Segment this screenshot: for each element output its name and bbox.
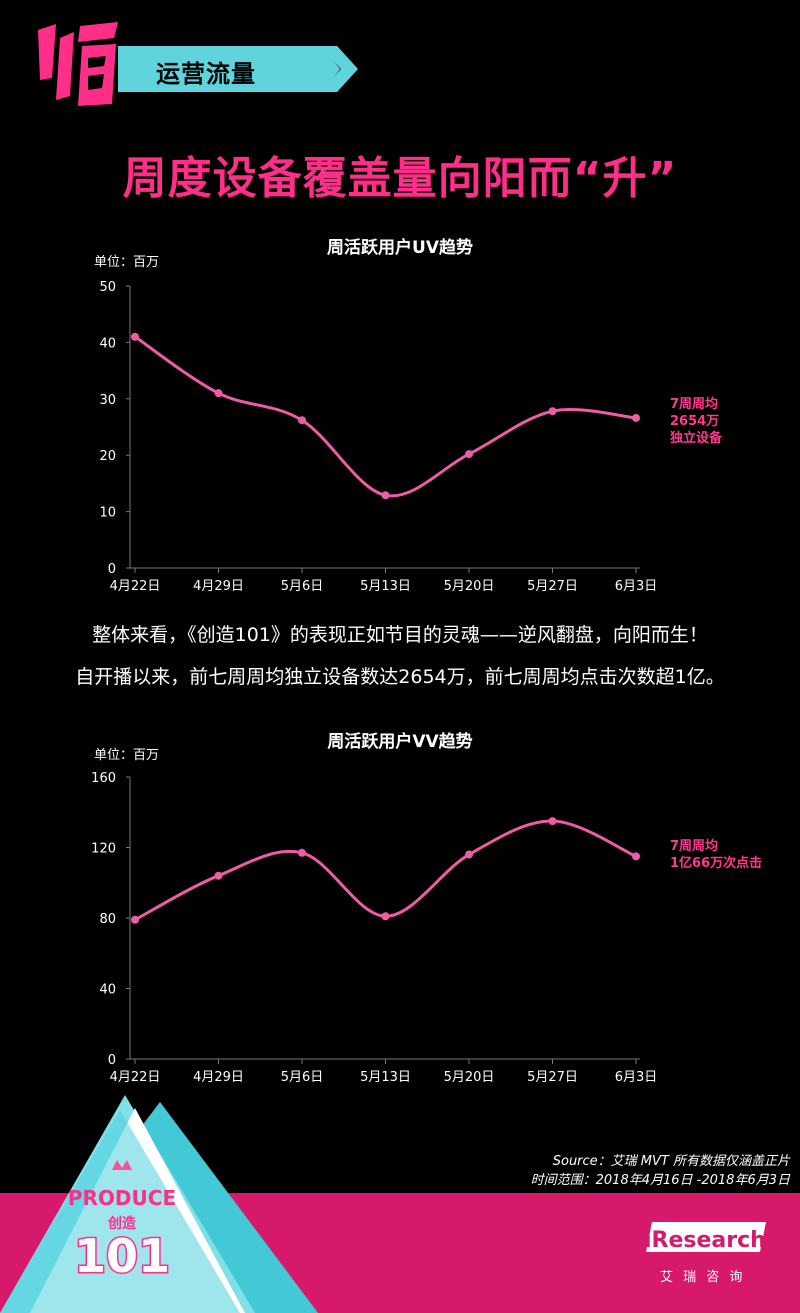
chart1-annotation: 7周周均 2654万 独立设备 [670,396,722,447]
chart1-data-point [632,413,640,422]
chart2-y-tick-label: 160 [91,771,116,786]
chart1-x-tick-label: 5月6日 [281,579,324,594]
source-line-2: 时间范围：2018年4月16日 -2018年6月3日 [530,1173,790,1188]
chart2-y-tick-label: 80 [99,912,116,927]
chart1-data-point [131,332,139,341]
chart1-y-tick-label: 40 [99,336,116,351]
chart2-annotation: 7周周均 1亿66万次点击 [670,838,762,872]
chart2-annotation-line1: 7周周均 [670,839,719,854]
chart2-data-point [548,817,557,826]
chart1-y-tick-label: 0 [108,562,116,577]
chart2-data-point [214,871,223,880]
chart2-x-tick-label: 5月20日 [444,1070,495,1085]
chart2-vv-line-chart: 0 40 80 120 160 4月22日 4月29日 5月6日 5月13日 5月20日 5月27日… [91,771,658,1085]
chart1-data-point [298,416,306,425]
chart1-y-tick-label: 30 [99,393,116,408]
chart1-x-tick-label: 5月27日 [527,579,578,594]
show-logo-icon [38,22,118,106]
chart1-y-tick-label: 20 [99,449,116,464]
page-headline: 周度设备覆盖量向阳而“升” [122,153,678,204]
chart1-x-tick-label: 5月20日 [444,579,495,594]
iresearch-logo-icon: iResearch [644,1222,766,1253]
source-note: Source：艾瑞 MVT 所有数据仅涵盖正片 时间范围：2018年4月16日 … [531,1152,790,1190]
chart2-data-point [298,848,306,857]
chart2-x-tick-label: 4月29日 [193,1070,244,1085]
chart1-uv-line-chart: 0 10 20 30 40 50 4月22日 4月29日 5月6日 5月13日 5月20日 5月27日… [99,280,658,594]
chart1-unit: 单位：百万 [94,255,160,270]
chart1-x-tick-label: 4月29日 [193,579,244,594]
chart2-data-point [465,850,473,859]
chart1-x-tick-label: 5月13日 [360,579,411,594]
chart2-y-tick-label: 0 [108,1053,116,1068]
chart1-data-point [548,407,557,416]
produce-101-logo-icon: PRODUCE 创造 101 [0,1095,318,1313]
chart1-annotation-line3: 独立设备 [670,431,723,446]
chart2-series-line [134,819,637,922]
section-tag-background [118,46,340,92]
chart2-x-tick-label: 5月27日 [527,1070,578,1085]
section-label: 运营流量 [156,60,256,88]
chart2-data-point [381,912,390,921]
chart2-data-point [131,915,139,924]
chart1-data-point [465,450,473,459]
chart1-title: 周活跃用户UV趋势 [327,238,473,258]
chart2-title: 周活跃用户VV趋势 [327,732,473,752]
logo-produce-text: PRODUCE [68,1186,176,1210]
chart1-y-tick-label: 10 [99,506,116,521]
chart1-x-tick-label: 6月3日 [615,579,658,594]
chart2-data-point [632,852,640,861]
chart1-annotation-line2: 2654万 [670,414,720,429]
summary-line-1: 整体来看，《创造101》的表现正如节目的灵魂——逆风翻盘，向阳而生！ [92,624,708,646]
brand-cn: 艾 瑞 咨 询 [660,1270,746,1285]
chart2-x-tick-label: 4月22日 [110,1070,161,1085]
chart1-data-point [381,491,390,500]
brand-name: iResearch [644,1228,766,1253]
chart1-data-point [214,389,223,398]
logo-number-text: 101 [74,1229,170,1283]
source-line-1: Source：艾瑞 MVT 所有数据仅涵盖正片 [552,1154,790,1169]
chart2-x-tick-label: 5月6日 [281,1070,324,1085]
chart2-x-tick-label: 5月13日 [360,1070,411,1085]
chart1-annotation-line1: 7周周均 [670,397,719,412]
logo-cn-text: 创造 [107,1215,136,1232]
chart2-x-tick-label: 6月3日 [615,1070,658,1085]
chart2-unit: 单位：百万 [94,748,160,763]
chart1-series-line [134,335,637,498]
chart2-y-tick-label: 40 [99,983,116,998]
summary-line-2: 自开播以来，前七周周均独立设备数达2654万，前七周周均点击次数超1亿。 [75,666,725,688]
chart2-y-tick-label: 120 [91,842,116,857]
chart2-annotation-line2: 1亿66万次点击 [670,856,763,871]
chart1-x-tick-label: 4月22日 [110,579,161,594]
chart1-y-tick-label: 50 [99,280,116,295]
